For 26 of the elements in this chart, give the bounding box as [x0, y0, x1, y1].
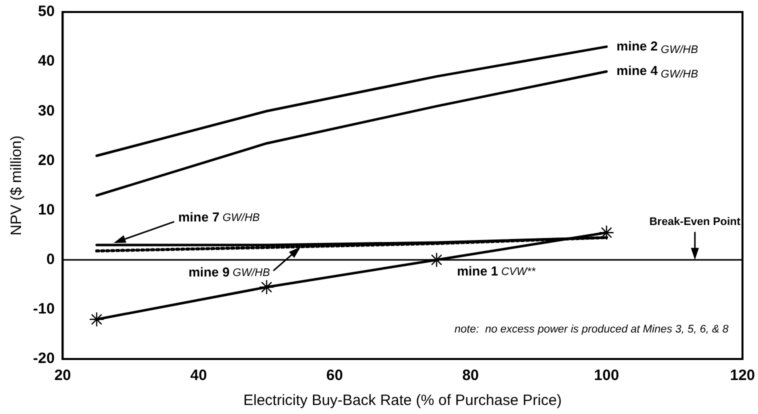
y-tick-label: 20 — [38, 152, 55, 169]
point — [259, 280, 274, 295]
x-tick-label: 80 — [462, 367, 479, 384]
y-tick-label: 50 — [38, 3, 55, 20]
y-tick-label: 10 — [38, 201, 55, 218]
point — [598, 224, 614, 240]
series-label: mine 1 CVW** — [456, 263, 536, 278]
series-label: mine 9 GW/HB — [188, 264, 270, 280]
annotation: Break-Even Point — [649, 216, 741, 228]
y-axis-title: NPV ($ million) — [8, 135, 26, 236]
y-tick-label: 30 — [38, 102, 55, 120]
series-label: mine 7 GW/HB — [178, 209, 260, 224]
x-tick-label: 40 — [190, 367, 207, 384]
x-tick-label: 100 — [594, 367, 620, 384]
x-tick-label: 20 — [54, 367, 72, 384]
annotation: note: no excess power is produced at Mines 3, 5, 6, & 8 — [454, 323, 730, 336]
y-tick-label: -20 — [32, 350, 55, 368]
x-tick-label: 120 — [730, 367, 755, 384]
y-tick-label: 40 — [38, 52, 55, 70]
y-tick-label: 0 — [46, 251, 55, 268]
series-label: mine 4 GW/HB — [616, 63, 698, 81]
point — [89, 312, 104, 327]
series-label: mine 2 GW/HB — [616, 38, 698, 56]
x-axis-title: Electricity Buy-Back Rate (% of Purchase Price) — [243, 392, 562, 410]
x-tick-label: 60 — [326, 367, 343, 384]
y-tick-label: -10 — [32, 300, 55, 318]
